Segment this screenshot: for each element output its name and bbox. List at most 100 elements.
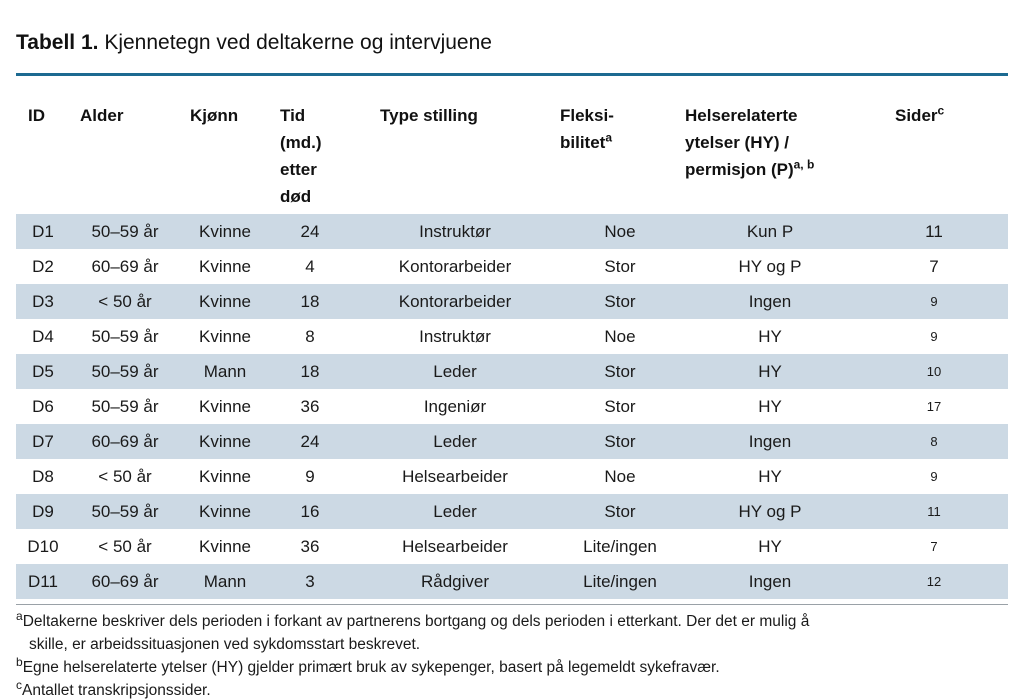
cell-id: D10	[27, 536, 59, 556]
column-header-alder: Alder	[80, 106, 124, 125]
column-header-fleksibilitet: Fleksi- biliteta	[560, 106, 614, 152]
cell-fleksibilitet: Noe	[604, 466, 636, 486]
cell-kjonn: Kvinne	[199, 291, 251, 311]
cell-fleksibilitet: Stor	[604, 361, 636, 381]
cell-type-stilling: Kontorarbeider	[398, 291, 512, 311]
cell-alder: 50–59 år	[91, 361, 159, 381]
footnote-b-text: Egne helserelaterte ytelser (HY) gjelder…	[22, 659, 720, 676]
cell-sider: 11	[927, 504, 941, 519]
cell-ytelser: Ingen	[748, 291, 792, 311]
table-body: D1 50–59 år Kvinne 24 Instruktør Noe Kun…	[16, 214, 1008, 599]
cell-tid: 36	[300, 396, 320, 416]
column-header-tid: Tid (md.) etter død	[280, 106, 322, 206]
cell-tid: 36	[300, 536, 320, 556]
cell-fleksibilitet: Stor	[604, 431, 636, 451]
footnote-b: bEgne helserelaterte ytelser (HY) gjelde…	[16, 656, 1008, 679]
footnote-c: cAntallet transkripsjonssider.	[16, 679, 1008, 700]
footnotes: aDeltakerne beskriver dels perioden i fo…	[16, 610, 1008, 700]
table-row: D6 50–59 år Kvinne 36 Ingeniør Stor HY 1…	[16, 389, 1008, 424]
cell-fleksibilitet: Lite/ingen	[583, 536, 657, 556]
cell-kjonn: Kvinne	[199, 326, 251, 346]
table-row: D8 < 50 år Kvinne 9 Helsearbeider Noe HY…	[16, 459, 1008, 494]
cell-tid: 9	[305, 466, 315, 486]
cell-kjonn: Kvinne	[199, 256, 251, 276]
cell-tid: 18	[300, 361, 320, 381]
table-title: Tabell 1. Kjennetegn ved deltakerne og i…	[16, 30, 1008, 55]
cell-id: D1	[32, 221, 54, 241]
cell-type-stilling: Kontorarbeider	[398, 256, 512, 276]
cell-ytelser: HY	[758, 466, 782, 486]
table-row: D9 50–59 år Kvinne 16 Leder Stor HY og P…	[16, 494, 1008, 529]
cell-alder: 50–59 år	[91, 221, 159, 241]
cell-tid: 18	[300, 291, 320, 311]
cell-tid: 8	[305, 326, 315, 346]
cell-type-stilling: Instruktør	[419, 326, 491, 346]
cell-kjonn: Mann	[203, 361, 247, 381]
cell-id: D2	[32, 256, 54, 276]
cell-sider: 8	[930, 434, 938, 449]
cell-id: D11	[28, 571, 58, 591]
cell-alder: 50–59 år	[91, 326, 159, 346]
cell-sider: 9	[930, 294, 938, 309]
cell-type-stilling: Leder	[433, 431, 477, 451]
cell-alder: < 50 år	[98, 466, 152, 486]
cell-kjonn: Kvinne	[199, 396, 251, 416]
cell-type-stilling: Rådgiver	[420, 571, 490, 591]
cell-sider: 17	[926, 399, 942, 414]
cell-ytelser: Ingen	[748, 571, 792, 591]
footnote-ref-c: c	[937, 103, 945, 118]
cell-sider: 7	[929, 256, 939, 276]
cell-ytelser: Kun P	[746, 221, 794, 241]
cell-fleksibilitet: Stor	[604, 396, 636, 416]
cell-kjonn: Kvinne	[199, 466, 251, 486]
column-header-type-stilling: Type stilling	[380, 106, 478, 125]
footnote-marker-b: b	[16, 654, 23, 669]
top-accent-rule	[16, 73, 1008, 76]
cell-sider: 12	[926, 574, 942, 589]
footnote-marker-c: c	[16, 677, 22, 692]
cell-ytelser: HY	[758, 326, 782, 346]
footnote-c-text: Antallet transkripsjonssider.	[22, 682, 211, 699]
cell-fleksibilitet: Lite/ingen	[583, 571, 657, 591]
footnote-a: aDeltakerne beskriver dels perioden i fo…	[16, 610, 1008, 656]
cell-sider: 11	[925, 221, 943, 241]
footnote-ref-a: a	[605, 130, 613, 145]
cell-fleksibilitet: Noe	[604, 326, 636, 346]
cell-alder: 60–69 år	[91, 571, 159, 591]
cell-id: D6	[32, 396, 54, 416]
table-content-area: Tabell 1. Kjennetegn ved deltakerne og i…	[0, 30, 1024, 700]
column-header-sider: Siderc	[895, 103, 945, 125]
cell-kjonn: Mann	[203, 571, 247, 591]
cell-tid: 16	[300, 501, 320, 521]
cell-ytelser: HY	[758, 361, 782, 381]
cell-kjonn: Kvinne	[199, 221, 251, 241]
column-header-ytelser: Helserelaterte ytelser (HY) / permisjon …	[685, 106, 815, 179]
cell-tid: 3	[305, 571, 315, 591]
table-title-label: Tabell 1.	[16, 31, 99, 54]
cell-sider: 9	[930, 329, 938, 344]
cell-alder: 60–69 år	[91, 431, 159, 451]
cell-alder: < 50 år	[98, 291, 152, 311]
table-bottom-border	[16, 604, 1008, 605]
footnote-ref-ab: a, b	[793, 157, 815, 172]
cell-id: D5	[32, 361, 54, 381]
footnote-marker-a: a	[16, 608, 23, 623]
cell-type-stilling: Helsearbeider	[402, 536, 508, 556]
table-row: D2 60–69 år Kvinne 4 Kontorarbeider Stor…	[16, 249, 1008, 284]
cell-ytelser: Ingen	[748, 431, 792, 451]
cell-type-stilling: Helsearbeider	[402, 466, 508, 486]
cell-type-stilling: Leder	[433, 361, 477, 381]
table-header: ID Alder Kjønn Tid (md.) etter død Type …	[16, 102, 1008, 214]
table-row: D7 60–69 år Kvinne 24 Leder Stor Ingen 8	[16, 424, 1008, 459]
cell-kjonn: Kvinne	[199, 536, 251, 556]
column-header-id: ID	[28, 106, 45, 125]
cell-alder: 50–59 år	[91, 501, 159, 521]
table-row: D11 60–69 år Mann 3 Rådgiver Lite/ingen …	[16, 564, 1008, 599]
column-header-kjonn: Kjønn	[190, 106, 239, 125]
cell-ytelser: HY	[758, 396, 782, 416]
cell-alder: 50–59 år	[91, 396, 159, 416]
cell-kjonn: Kvinne	[199, 431, 251, 451]
cell-id: D7	[32, 431, 54, 451]
cell-fleksibilitet: Noe	[604, 221, 636, 241]
cell-sider: 9	[930, 469, 938, 484]
